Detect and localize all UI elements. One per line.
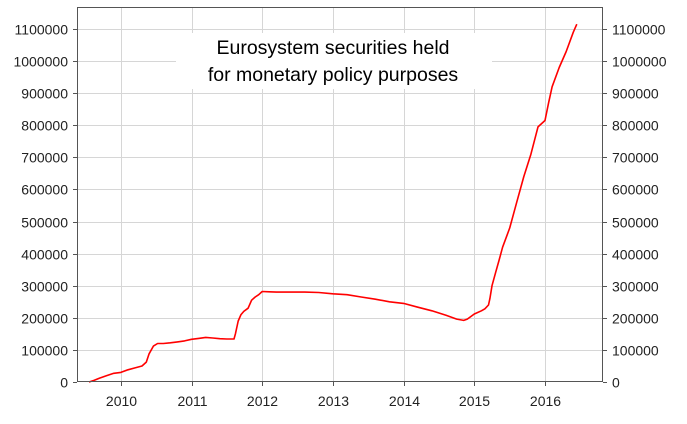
y-tick-label-right: 0 — [612, 375, 620, 391]
y-tick-label-right: 400000 — [612, 247, 659, 263]
axis-ticks: 0 0 100000 100000 200000 200000 300000 300000 40… — [13, 22, 666, 410]
x-tick-label: 2014 — [389, 393, 420, 409]
x-tick-label: 2012 — [247, 393, 278, 409]
y-tick-label-left: 700000 — [21, 150, 68, 166]
y-tick-label-right: 1100000 — [612, 22, 666, 38]
y-tick-label-right: 900000 — [612, 86, 659, 102]
y-tick-label-right: 300000 — [612, 279, 659, 295]
y-tick-label-right: 200000 — [612, 311, 659, 327]
y-tick-label-left: 800000 — [21, 118, 68, 134]
y-tick-label-right: 800000 — [612, 118, 659, 134]
y-tick-label-left: 1100000 — [15, 22, 69, 38]
x-tick-label: 2015 — [459, 393, 490, 409]
chart-title: Eurosystem securities held for monetary … — [176, 33, 492, 89]
y-tick-label-left: 0 — [60, 375, 68, 391]
y-tick-label-right: 600000 — [612, 182, 659, 198]
y-tick-label-left: 200000 — [21, 311, 68, 327]
chart-title-line-1: Eurosystem securities held — [216, 37, 449, 59]
plot-frame — [77, 7, 603, 382]
chart-title-line-2: for monetary policy purposes — [208, 64, 459, 86]
x-tick-label: 2011 — [177, 393, 207, 409]
x-tick-label: 2010 — [106, 393, 137, 409]
y-tick-label-left: 900000 — [21, 86, 68, 102]
y-tick-label-left: 400000 — [21, 247, 68, 263]
series-line — [88, 23, 578, 383]
x-tick-label: 2016 — [530, 393, 561, 409]
y-tick-label-left: 600000 — [21, 182, 68, 198]
y-tick-label-left: 500000 — [21, 215, 68, 231]
title-background — [176, 33, 492, 89]
y-tick-label-right: 100000 — [612, 343, 659, 359]
x-tick-label: 2013 — [318, 393, 349, 409]
y-tick-label-right: 1000000 — [612, 54, 667, 70]
y-tick-label-left: 100000 — [21, 343, 68, 359]
y-tick-label-right: 500000 — [612, 215, 659, 231]
y-tick-label-right: 700000 — [612, 150, 659, 166]
series-layer — [88, 23, 578, 383]
y-tick-label-left: 1000000 — [13, 54, 68, 70]
y-tick-label-left: 300000 — [21, 279, 68, 295]
